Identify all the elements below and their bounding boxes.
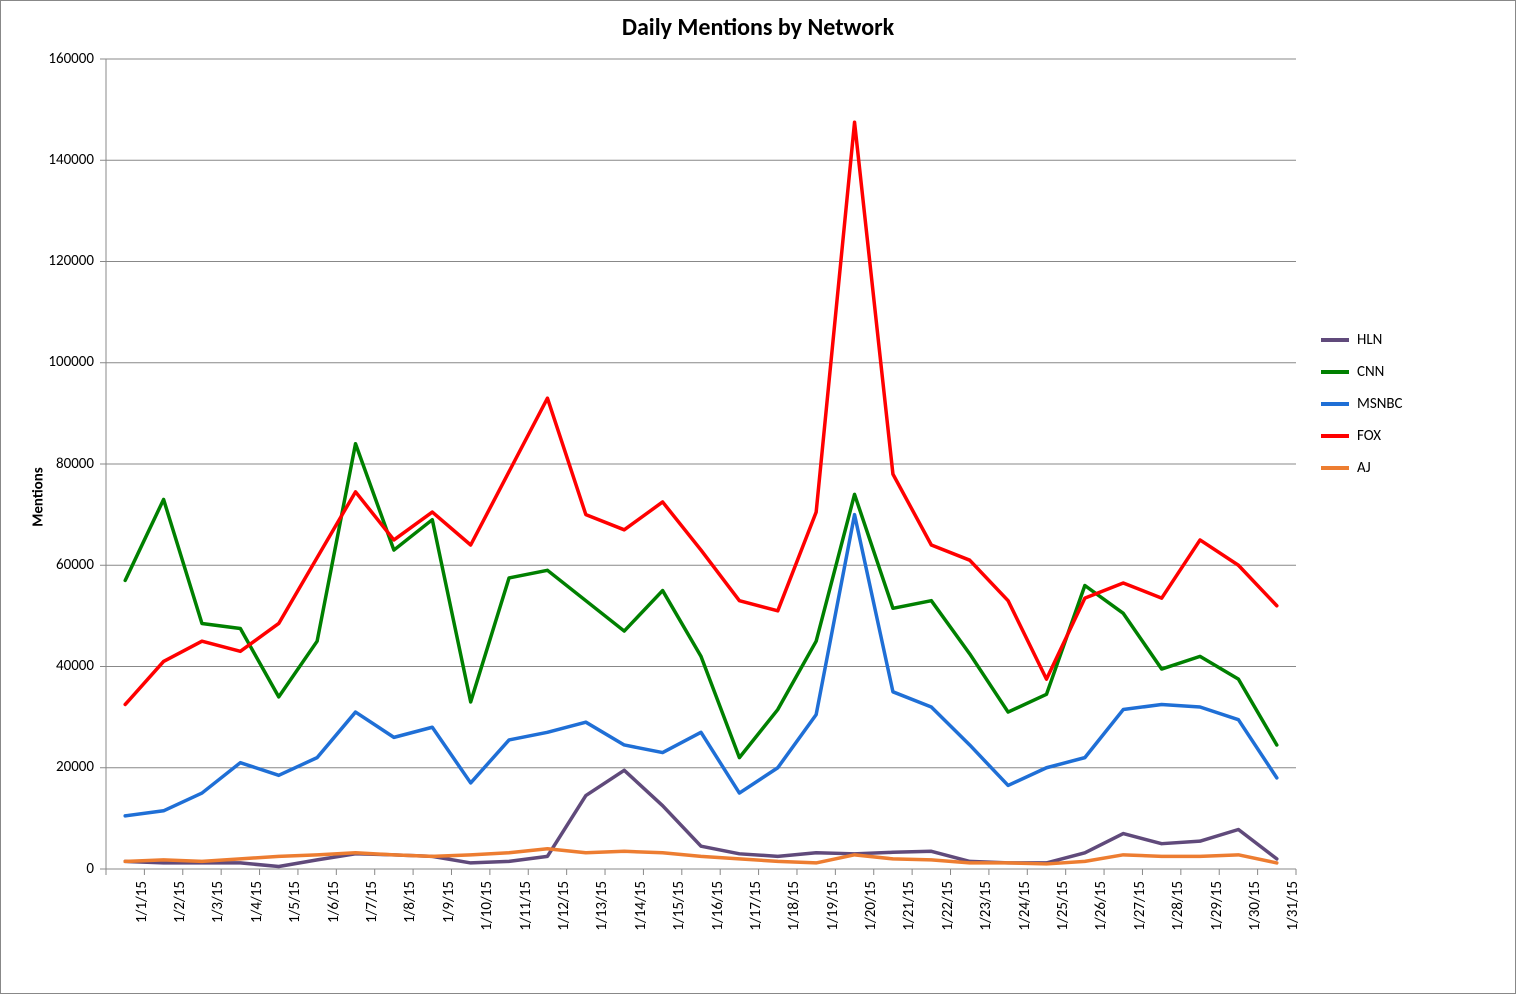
x-tick-label: 1/3/15 [209,881,227,951]
x-tick-label: 1/2/15 [171,881,189,951]
y-tick-label: 140000 [48,151,94,169]
x-tick-label: 1/11/15 [517,881,535,951]
y-tick-label: 20000 [56,758,94,776]
x-tick-label: 1/12/15 [555,881,573,951]
legend-label: HLN [1357,331,1382,349]
x-tick-label: 1/1/15 [133,881,151,951]
legend-item: AJ [1321,459,1403,477]
legend: HLN CNN MSNBC FOX AJ [1321,331,1403,491]
legend-swatch [1321,338,1349,342]
x-tick-label: 1/24/15 [1016,881,1034,951]
legend-item: MSNBC [1321,395,1403,413]
x-tick-label: 1/14/15 [632,881,650,951]
y-tick-label: 40000 [56,657,94,675]
chart-title: Daily Mentions by Network [1,13,1515,42]
chart-svg [106,59,1296,869]
series-line [125,444,1277,758]
x-tick-label: 1/16/15 [709,881,727,951]
x-tick-label: 1/25/15 [1054,881,1072,951]
x-tick-label: 1/7/15 [363,881,381,951]
y-tick-label: 0 [86,860,94,878]
chart-container: Daily Mentions by Network Mentions HLN CN… [0,0,1516,994]
legend-item: HLN [1321,331,1403,349]
x-tick-label: 1/30/15 [1246,881,1264,951]
legend-label: AJ [1357,459,1371,477]
x-tick-label: 1/13/15 [593,881,611,951]
x-tick-label: 1/15/15 [670,881,688,951]
x-tick-label: 1/5/15 [286,881,304,951]
x-tick-label: 1/20/15 [862,881,880,951]
x-tick-label: 1/6/15 [325,881,343,951]
y-tick-label: 60000 [56,556,94,574]
x-tick-label: 1/27/15 [1131,881,1149,951]
x-tick-label: 1/29/15 [1208,881,1226,951]
legend-item: CNN [1321,363,1403,381]
x-tick-label: 1/31/15 [1284,881,1302,951]
x-tick-label: 1/4/15 [248,881,266,951]
x-tick-label: 1/26/15 [1092,881,1110,951]
x-tick-label: 1/19/15 [824,881,842,951]
series-line [125,515,1277,816]
series-line [125,122,1277,704]
y-tick-label: 100000 [48,353,94,371]
y-axis-label: Mentions [30,467,48,526]
x-tick-label: 1/22/15 [939,881,957,951]
x-tick-label: 1/18/15 [785,881,803,951]
legend-label: FOX [1357,427,1381,445]
x-tick-label: 1/23/15 [977,881,995,951]
legend-swatch [1321,434,1349,438]
x-tick-label: 1/17/15 [747,881,765,951]
y-tick-label: 160000 [48,50,94,68]
legend-swatch [1321,466,1349,470]
series-line [125,770,1277,866]
legend-swatch [1321,402,1349,406]
x-tick-label: 1/9/15 [440,881,458,951]
legend-label: CNN [1357,363,1384,381]
y-tick-label: 120000 [48,252,94,270]
x-tick-label: 1/8/15 [401,881,419,951]
x-tick-label: 1/21/15 [900,881,918,951]
legend-item: FOX [1321,427,1403,445]
legend-swatch [1321,370,1349,374]
x-tick-label: 1/28/15 [1169,881,1187,951]
y-tick-label: 80000 [56,455,94,473]
x-tick-label: 1/10/15 [478,881,496,951]
plot-area [106,59,1296,869]
legend-label: MSNBC [1357,395,1403,413]
